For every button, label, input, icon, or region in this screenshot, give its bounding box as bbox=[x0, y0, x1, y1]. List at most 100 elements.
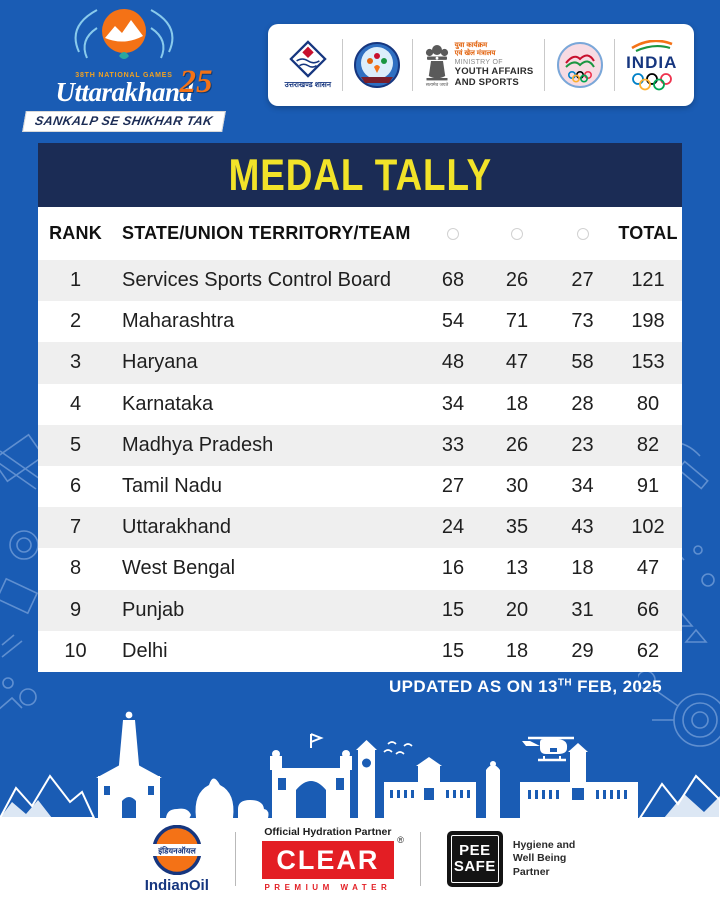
team-cell: Uttarakhand bbox=[122, 516, 231, 539]
uttarakhand-govt-caption: उत्तराखण्ड शासन bbox=[284, 80, 332, 89]
clear-logo: Official Hydration Partner CLEAR ® PREMI… bbox=[261, 826, 404, 892]
event-year-badge: 25 bbox=[179, 64, 213, 100]
event-edition: 38TH NATIONAL GAMES bbox=[75, 72, 173, 79]
peesafe-partner-desc: Hygiene and Well Being Partner bbox=[513, 839, 575, 880]
bronze-cell: 43 bbox=[571, 516, 594, 539]
total-cell: 62 bbox=[636, 639, 660, 662]
table-row: 10 Delhi 15 18 29 62 bbox=[38, 631, 682, 672]
team-cell: Haryana bbox=[122, 351, 198, 374]
team-cell: West Bengal bbox=[122, 557, 236, 580]
peesafe-desc-line2: Well Being bbox=[512, 852, 567, 865]
peesafe-line2: SAFE bbox=[453, 858, 496, 875]
total-cell: 80 bbox=[636, 392, 660, 415]
gold-cell: 34 bbox=[441, 392, 465, 415]
uttarakhand-govt-emblem-icon bbox=[289, 40, 327, 78]
tricolor-swoosh-icon bbox=[631, 39, 673, 52]
total-cell: 47 bbox=[636, 557, 660, 580]
ashoka-emblem-icon: सत्यमेव जयते bbox=[425, 44, 448, 87]
team-cell: Maharashtra bbox=[122, 310, 235, 333]
table-row: 4 Karnataka 34 18 28 80 bbox=[38, 384, 682, 425]
table-row: 2 Maharashtra 54 71 73 198 bbox=[38, 301, 682, 342]
table-row: 8 West Bengal 16 13 18 47 bbox=[38, 548, 682, 589]
clear-brand: CLEAR bbox=[276, 844, 380, 875]
bronze-cell: 31 bbox=[571, 598, 594, 621]
skyline-illustration bbox=[0, 711, 720, 818]
peesafe-desc-line1: Hygiene and bbox=[512, 838, 576, 851]
gold-cell: 48 bbox=[441, 351, 465, 374]
peesafe-brand-box: PEE SAFE bbox=[446, 831, 503, 887]
total-cell: 121 bbox=[631, 269, 665, 292]
team-cell: Delhi bbox=[122, 639, 168, 662]
rank-cell: 3 bbox=[69, 351, 82, 374]
silver-cell: 20 bbox=[505, 598, 529, 621]
clear-subtitle: PREMIUM WATER bbox=[264, 883, 392, 892]
rank-cell: 7 bbox=[69, 516, 82, 539]
clear-brand-box: CLEAR ® bbox=[261, 835, 404, 879]
silver-cell: 13 bbox=[505, 557, 529, 580]
silver-cell: 35 bbox=[505, 516, 529, 539]
event-wordmark: Uttarakhand 25 bbox=[55, 66, 212, 107]
total-cell: 66 bbox=[636, 598, 660, 621]
bronze-cell: 23 bbox=[571, 433, 594, 456]
silver-cell: 18 bbox=[505, 392, 529, 415]
svg-text:इंडियनऑयल: इंडियनऑयल bbox=[157, 845, 196, 855]
national-games-badge-icon bbox=[354, 42, 401, 88]
event-tagline: SANKALP SE SHIKHAR TAK bbox=[22, 111, 226, 132]
column-header-rank: RANK bbox=[49, 223, 102, 243]
partner-logos-strip: उत्तराखण्ड शासन सत्यमेव bbox=[268, 24, 694, 106]
updated-prefix: UPDATED AS ON 13 bbox=[388, 677, 558, 696]
table-row: 3 Haryana 48 47 58 153 bbox=[38, 342, 682, 384]
medal-table: RANK STATE/UNION TERRITORY/TEAM TOTAL 1 … bbox=[38, 207, 682, 672]
rank-cell: 1 bbox=[69, 269, 82, 292]
updated-sup: TH bbox=[557, 677, 572, 689]
indianoil-name: IndianOil bbox=[144, 876, 209, 894]
svg-text:सत्यमेव जयते: सत्यमेव जयते bbox=[425, 81, 448, 87]
ministry-hindi-line2: एवं खेल मंत्रालय bbox=[454, 49, 496, 57]
total-cell: 91 bbox=[636, 475, 660, 498]
page-title: MEDAL TALLY bbox=[228, 149, 492, 200]
divider bbox=[544, 39, 546, 91]
table-row: 9 Punjab 15 20 31 66 bbox=[38, 589, 682, 631]
event-name: Uttarakhand bbox=[55, 77, 193, 107]
total-cell: 102 bbox=[631, 516, 665, 539]
team-cell: Services Sports Control Board bbox=[122, 269, 392, 292]
peesafe-desc-line3: Partner bbox=[512, 865, 550, 878]
rank-cell: 6 bbox=[69, 475, 82, 498]
indianoil-emblem-icon: इंडियनऑयल bbox=[151, 824, 202, 875]
bronze-cell: 27 bbox=[571, 269, 594, 292]
rank-cell: 9 bbox=[69, 598, 82, 621]
team-cell: Karnataka bbox=[122, 392, 214, 415]
total-cell: 153 bbox=[631, 351, 665, 374]
bronze-cell: 29 bbox=[571, 639, 594, 662]
india-label: INDIA bbox=[626, 52, 678, 72]
event-logo: 38TH NATIONAL GAMES Uttarakhand 25 SANKA… bbox=[22, 4, 226, 132]
gold-cell: 16 bbox=[441, 557, 465, 580]
rank-cell: 5 bbox=[69, 433, 82, 456]
gold-cell: 24 bbox=[441, 516, 465, 539]
gold-cell: 68 bbox=[441, 269, 465, 292]
team-cell: Tamil Nadu bbox=[122, 475, 223, 498]
indianoil-logo: इंडियनऑयल IndianOil bbox=[144, 824, 209, 894]
silver-cell: 26 bbox=[505, 269, 529, 292]
gold-cell: 54 bbox=[441, 310, 465, 333]
rank-cell: 8 bbox=[69, 557, 82, 580]
rank-cell: 4 bbox=[69, 392, 82, 415]
peesafe-line1: PEE bbox=[459, 842, 491, 860]
uttarakhand-olympic-badge-icon bbox=[556, 42, 603, 88]
india-olympic-logo: INDIA bbox=[626, 39, 678, 91]
gold-cell: 27 bbox=[441, 475, 465, 498]
sponsor-band: इंडियनऑयल IndianOil Official Hydration P… bbox=[0, 818, 720, 900]
updated-suffix: FEB, 2025 bbox=[572, 677, 662, 696]
silver-cell: 18 bbox=[505, 639, 529, 662]
event-emblem-icon bbox=[74, 9, 174, 59]
uttarakhand-olympic-badge bbox=[556, 41, 604, 89]
column-header-total: TOTAL bbox=[618, 223, 678, 243]
rank-cell: 10 bbox=[64, 639, 87, 662]
divider bbox=[341, 39, 343, 91]
ministry-line3: AND SPORTS bbox=[454, 76, 519, 88]
bronze-cell: 58 bbox=[571, 351, 594, 374]
silver-cell: 26 bbox=[505, 433, 529, 456]
medal-tally-title-band: MEDAL TALLY bbox=[38, 143, 682, 207]
uttarakhand-govt-logo: उत्तराखण्ड शासन bbox=[285, 40, 331, 90]
